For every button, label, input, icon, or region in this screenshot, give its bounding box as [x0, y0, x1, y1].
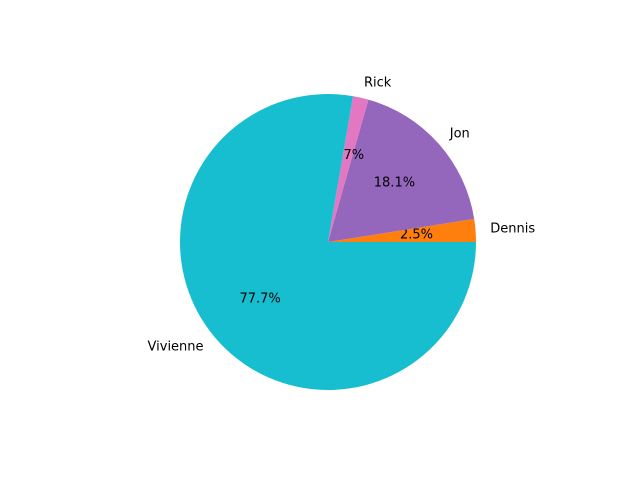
pie-category-label-rick: Rick	[364, 76, 392, 91]
pie-slice-rick	[328, 96, 369, 242]
pie-category-label-dennis: Dennis	[490, 222, 535, 237]
pie-slice-vivienne	[180, 94, 477, 391]
pie-pct-label-jon: 18.1%	[374, 176, 415, 191]
pie-category-label-vivienne: Vivienne	[148, 339, 204, 354]
pie-category-label-jon: Jon	[449, 126, 470, 141]
pie-pct-label-vivienne: 77.7%	[239, 292, 280, 307]
pie-slice-jon	[328, 99, 475, 242]
pie-slice-dennis	[328, 218, 476, 242]
pie-pct-label-dennis: 2.5%	[400, 228, 433, 243]
